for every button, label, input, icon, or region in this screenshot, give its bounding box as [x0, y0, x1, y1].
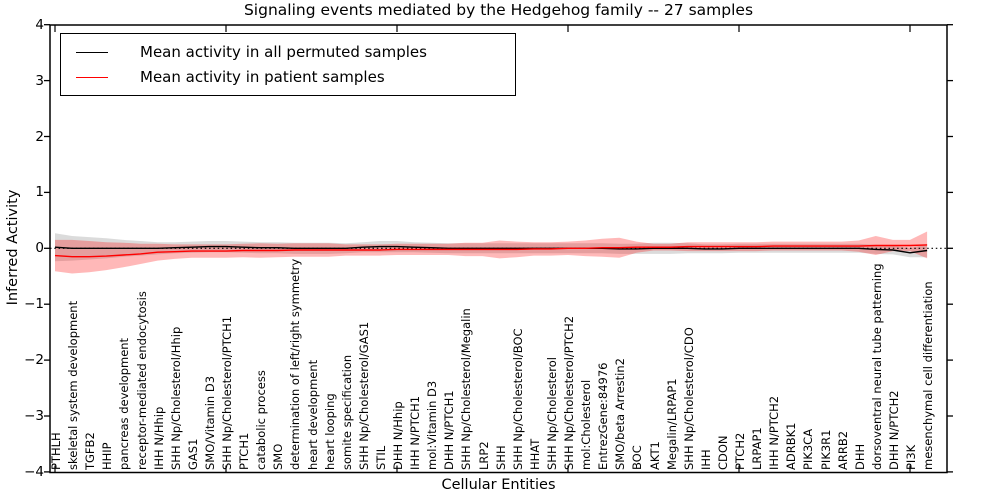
legend-item-permuted: Mean activity in all permuted samples [61, 43, 515, 61]
x-tick-label: GAS1 [185, 438, 200, 470]
x-tick-label: determination of left/right symmetry [288, 258, 303, 470]
y-tick-label: −3 [24, 408, 44, 424]
x-tick-label: SHH Np/Cholesterol/Hhip [168, 326, 183, 470]
x-tick-label: DHH [852, 443, 867, 470]
x-tick-label: receptor-mediated endocytosis [134, 291, 149, 470]
x-tick-label: DHH N/Hhip [391, 401, 405, 470]
y-tick-label: 2 [35, 129, 44, 145]
y-tick-label: −2 [24, 352, 44, 368]
legend-label: Mean activity in all permuted samples [140, 43, 427, 61]
x-tick-label: LRPAP1 [750, 427, 765, 470]
x-tick-label: skeletal system development [66, 300, 81, 470]
x-tick-label: Megalin/LRPAP1 [664, 378, 679, 470]
x-tick-label: dorsoventral neural tube patterning [869, 263, 884, 470]
chart-title: Signaling events mediated by the Hedgeho… [243, 1, 754, 19]
x-tick-label: PIK3CA [801, 428, 816, 470]
legend: Mean activity in all permuted samples Me… [60, 33, 516, 96]
x-tick-label: SMO [271, 443, 286, 470]
x-axis-label: Cellular Entities [441, 477, 556, 493]
x-tick-label: CDON [715, 435, 730, 470]
legend-label: Mean activity in patient samples [140, 68, 385, 86]
y-tick-label: 1 [35, 184, 44, 200]
x-tick-label: SHH Np/Cholesterol/PTCH2 [562, 315, 576, 470]
y-tick-label: 0 [35, 240, 44, 256]
x-tick-label: EntrezGene:84976 [596, 362, 611, 470]
x-tick-label: PTCH1 [237, 432, 252, 470]
permuted-mean-line [54, 245, 928, 254]
red-line-swatch [76, 76, 108, 78]
x-tick-label: ADRBK1 [784, 422, 799, 470]
x-tick-label: SHH Np/Cholesterol [544, 357, 559, 470]
x-tick-label: somite specification [339, 354, 354, 470]
y-tick-label: −1 [24, 296, 44, 312]
x-tick-label: IHH [698, 449, 713, 470]
x-tick-label: SMO/Vitamin D3 [202, 375, 217, 470]
patient-mean-line [54, 244, 928, 258]
x-tick-label: SMO/beta Arrestin2 [613, 358, 628, 470]
x-tick-label: SHH [493, 445, 508, 470]
legend-item-patient: Mean activity in patient samples [61, 68, 515, 86]
x-tick-label: IHH N/Hhip [151, 406, 166, 470]
x-tick-label: catabolic process [254, 370, 269, 470]
x-tick-label: SHH Np/Cholesterol/CDO [681, 327, 696, 470]
patient-band [55, 231, 928, 274]
x-tick-label: PI3K [904, 444, 918, 470]
x-tick-label: TGFB2 [83, 432, 98, 470]
y-tick-label: 4 [35, 17, 44, 33]
x-tick-label: HHIP [100, 442, 115, 470]
x-tick-label: STIL [373, 445, 388, 470]
x-tick-label: PTHLH [49, 432, 63, 470]
y-tick-label: 3 [35, 73, 44, 89]
x-tick-label: SHH Np/Cholesterol/BOC [510, 328, 525, 470]
x-tick-label: SHH Np/Cholesterol/PTCH1 [220, 315, 234, 470]
x-tick-label: pancreas development [117, 337, 132, 470]
x-tick-label: HHAT [527, 438, 542, 470]
x-tick-label: heart development [305, 359, 320, 470]
y-tick-label: −4 [24, 464, 44, 480]
permuted-band [55, 233, 928, 262]
x-tick-label: ARRB2 [835, 430, 850, 470]
x-tick-label: BOC [630, 445, 645, 470]
x-tick-label: mol:Vitamin D3 [425, 380, 440, 470]
x-tick-label: PTCH2 [733, 432, 747, 470]
black-line-swatch [76, 51, 108, 53]
x-tick-label: DHH N/PTCH1 [442, 390, 457, 470]
x-tick-label: IHH N/PTCH1 [408, 395, 423, 470]
x-tick-label: SHH Np/Cholesterol/GAS1 [356, 321, 371, 470]
x-tick-label: LRP2 [476, 441, 491, 470]
x-tick-label: mesenchymal cell differentiation [921, 281, 936, 470]
x-tick-label: mol:Cholesterol [579, 379, 594, 470]
x-tick-label: IHH N/PTCH2 [767, 395, 782, 470]
x-tick-label: SHH Np/Cholesterol/Megalin [459, 308, 474, 470]
x-tick-label: DHH N/PTCH2 [886, 390, 901, 470]
x-tick-label: heart looping [322, 393, 337, 470]
x-tick-label: AKT1 [647, 441, 662, 470]
x-tick-label: PIK3R1 [818, 429, 833, 471]
